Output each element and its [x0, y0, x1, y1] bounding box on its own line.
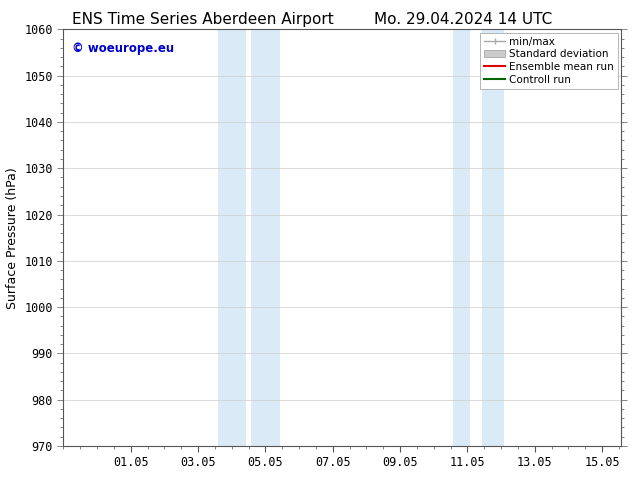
Legend: min/max, Standard deviation, Ensemble mean run, Controll run: min/max, Standard deviation, Ensemble me…	[480, 32, 618, 89]
Y-axis label: Surface Pressure (hPa): Surface Pressure (hPa)	[6, 167, 19, 309]
Text: © woeurope.eu: © woeurope.eu	[72, 42, 174, 55]
Text: ENS Time Series Aberdeen Airport: ENS Time Series Aberdeen Airport	[72, 12, 333, 27]
Bar	[482, 29, 504, 446]
Bar	[217, 29, 246, 446]
Text: Mo. 29.04.2024 14 UTC: Mo. 29.04.2024 14 UTC	[373, 12, 552, 27]
Bar	[251, 29, 280, 446]
Bar	[453, 29, 470, 446]
